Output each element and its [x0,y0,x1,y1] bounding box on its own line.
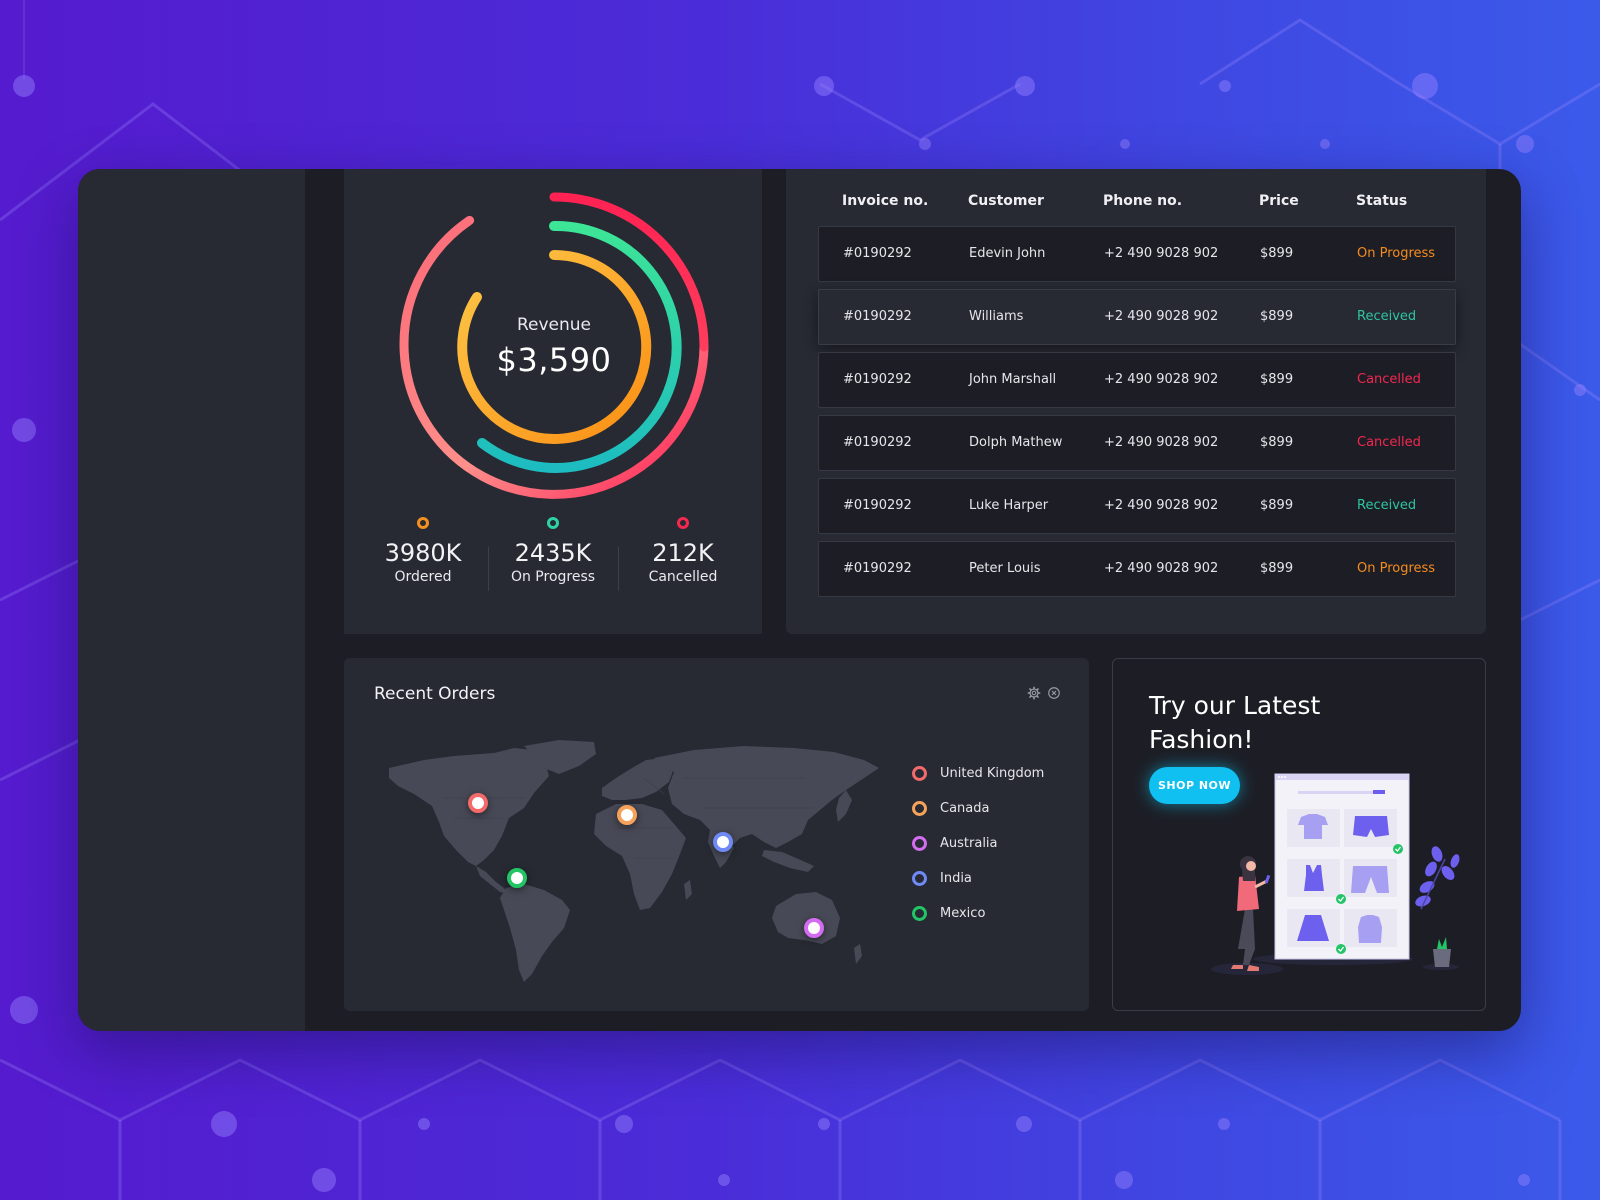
stat-on-progress: 2435K On Progress [488,517,618,591]
map-legend: United Kingdom Canada Australia India Me… [912,756,1044,931]
legend-item-mexico[interactable]: Mexico [912,896,1044,931]
status-badge: On Progress [1357,561,1436,576]
header-customer: Customer [968,193,1044,209]
legend-label: India [940,871,972,886]
promo-title-line: Fashion! [1149,725,1254,754]
cell-phone: +2 490 9028 902 [1104,246,1219,261]
status-badge: On Progress [1357,246,1436,261]
stat-cancelled: 212K Cancelled [618,517,748,591]
promo-panel: Try our Latest Fashion! SHOP NOW [1112,658,1486,1011]
revenue-radial-chart: Revenue $3,590 [394,187,714,507]
fashion-shopping-illustration [1211,773,1460,975]
cell-invoice: #0190292 [843,372,912,387]
revenue-panel: Revenue $3,590 3980K Ordered 2435K On Pr… [344,169,762,634]
stat-value: 2435K [514,539,592,567]
legend-item-australia[interactable]: Australia [912,826,1044,861]
table-header: Invoice no. Customer Phone no. Price Sta… [818,189,1456,217]
cell-price: $899 [1260,309,1294,324]
revenue-value: $3,590 [496,341,612,379]
table-row[interactable]: #0190292 Peter Louis +2 490 9028 902 $89… [818,541,1456,597]
map-pin-india[interactable] [713,832,733,852]
legend-item-united-kingdom[interactable]: United Kingdom [912,756,1044,791]
map-pin-mexico[interactable] [507,868,527,888]
promo-title-line: Try our Latest [1149,691,1321,720]
legend-label: Australia [940,836,998,851]
header-price: Price [1259,193,1299,209]
stat-label: On Progress [510,569,596,585]
legend-label: Mexico [940,906,986,921]
stat-label: Ordered [394,569,452,585]
revenue-stats: 3980K Ordered 2435K On Progress 212K Can… [344,517,762,591]
legend-dot-icon [912,836,927,851]
legend-dot-icon [912,801,927,816]
cancelled-dot-icon [677,517,689,529]
cell-customer: Dolph Mathew [969,435,1063,450]
panel-tools [1027,686,1061,700]
status-badge: Cancelled [1357,435,1421,450]
sidebar [78,169,305,1031]
cell-price: $899 [1260,372,1294,387]
world-map [389,740,879,982]
recent-orders-title: Recent Orders [374,684,496,704]
legend-item-canada[interactable]: Canada [912,791,1044,826]
ordered-dot-icon [417,517,429,529]
cell-phone: +2 490 9028 902 [1104,435,1219,450]
shop-now-button[interactable]: SHOP NOW [1149,767,1240,804]
status-badge: Cancelled [1357,372,1421,387]
cell-price: $899 [1260,498,1294,513]
orders-table-panel: Invoice no. Customer Phone no. Price Sta… [786,169,1486,634]
dashboard-window: Revenue $3,590 3980K Ordered 2435K On Pr… [78,169,1521,1031]
stat-ordered: 3980K Ordered [358,517,488,585]
header-status: Status [1356,193,1408,209]
cell-invoice: #0190292 [843,309,912,324]
table-row[interactable]: #0190292 Dolph Mathew +2 490 9028 902 $8… [818,415,1456,471]
table-row[interactable]: #0190292 John Marshall +2 490 9028 902 $… [818,352,1456,408]
cell-phone: +2 490 9028 902 [1104,498,1219,513]
status-badge: Received [1357,498,1417,513]
cell-price: $899 [1260,561,1294,576]
status-badge: Received [1357,309,1417,324]
stat-label: Cancelled [648,569,718,585]
table-row[interactable]: #0190292 Luke Harper +2 490 9028 902 $89… [818,478,1456,534]
cell-phone: +2 490 9028 902 [1104,309,1219,324]
cell-customer: Luke Harper [969,498,1049,513]
legend-dot-icon [912,871,927,886]
revenue-label: Revenue [516,315,592,335]
legend-item-india[interactable]: India [912,861,1044,896]
cell-customer: John Marshall [969,372,1057,387]
cell-price: $899 [1260,435,1294,450]
map-pin-united-kingdom[interactable] [468,793,488,813]
stat-value: 212K [652,539,714,567]
cell-price: $899 [1260,246,1294,261]
legend-label: Canada [940,801,990,816]
cell-customer: Edevin John [969,246,1046,261]
cell-phone: +2 490 9028 902 [1104,561,1219,576]
table-row[interactable]: #0190292 Williams +2 490 9028 902 $899 R… [818,289,1456,345]
gear-icon[interactable] [1027,686,1041,700]
legend-label: United Kingdom [940,766,1045,781]
close-icon[interactable] [1047,686,1061,700]
cell-customer: Williams [969,309,1024,324]
promo-title: Try our Latest Fashion! [1149,689,1320,757]
cell-invoice: #0190292 [843,246,912,261]
cell-invoice: #0190292 [843,561,912,576]
recent-orders-panel: Recent Orders [344,658,1089,1011]
map-pin-canada[interactable] [617,805,637,825]
cell-phone: +2 490 9028 902 [1104,372,1219,387]
table-row[interactable]: #0190292 Edevin John +2 490 9028 902 $89… [818,226,1456,282]
cell-customer: Peter Louis [969,561,1041,576]
cell-invoice: #0190292 [843,435,912,450]
legend-dot-icon [912,906,927,921]
legend-dot-icon [912,766,927,781]
on-progress-dot-icon [547,517,559,529]
cell-invoice: #0190292 [843,498,912,513]
map-pin-australia[interactable] [804,918,824,938]
header-phone: Phone no. [1103,193,1183,209]
header-invoice: Invoice no. [842,193,929,209]
stat-value: 3980K [384,539,462,567]
